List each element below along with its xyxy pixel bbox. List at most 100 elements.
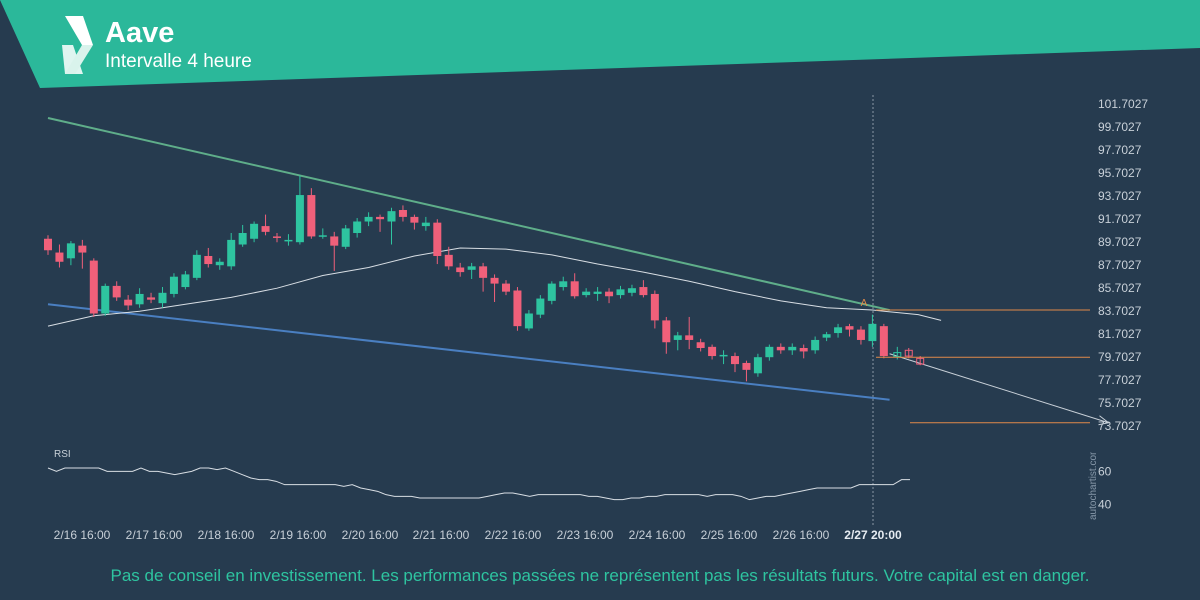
pattern-marker: A <box>861 298 868 309</box>
candle-down <box>456 267 465 273</box>
candle-up <box>192 254 201 278</box>
projection-arrow-head <box>1098 415 1110 426</box>
candle-down <box>330 236 339 246</box>
x-tick-label: 2/27 20:00 <box>844 528 902 542</box>
candle-down <box>147 297 156 300</box>
y-tick-label: 83.7027 <box>1098 304 1142 318</box>
x-tick-label: 2/24 16:00 <box>629 528 686 542</box>
rsi-tick-label: 40 <box>1098 498 1112 512</box>
x-tick-label: 2/17 16:00 <box>126 528 183 542</box>
candle-up <box>811 339 820 351</box>
candle-up <box>753 357 762 374</box>
y-tick-label: 75.7027 <box>1098 396 1142 410</box>
candle-up <box>765 346 774 358</box>
resistance-line <box>47 117 890 312</box>
candle-up <box>559 281 568 288</box>
interval-subtitle: Intervalle 4 heure <box>105 51 252 72</box>
instrument-title: Aave <box>105 17 175 49</box>
x-tick-label: 2/26 16:00 <box>773 528 830 542</box>
candle-up <box>421 222 430 227</box>
rsi-tick-label: 60 <box>1098 464 1112 478</box>
candle-up <box>673 335 682 340</box>
y-tick-label: 77.7027 <box>1098 373 1142 387</box>
candle-down <box>444 254 453 267</box>
x-tick-label: 2/19 16:00 <box>270 528 327 542</box>
autochartist-logo-icon <box>62 16 93 74</box>
candle-down <box>696 342 705 348</box>
price-axis: 101.7027 99.7027 97.7027 95.7027 93.7027 91.7… <box>1098 97 1148 433</box>
y-tick-label: 101.7027 <box>1098 97 1148 111</box>
candle-down <box>879 326 888 357</box>
candle-up <box>215 261 224 266</box>
x-tick-label: 2/23 16:00 <box>557 528 614 542</box>
candle-down <box>799 348 808 352</box>
candle-down <box>650 293 659 321</box>
y-tick-label: 87.7027 <box>1098 258 1142 272</box>
candle-down <box>856 329 865 340</box>
banner-shape <box>0 0 1200 88</box>
candle-down <box>433 222 442 256</box>
candle-down <box>261 226 270 232</box>
y-tick-label: 93.7027 <box>1098 189 1142 203</box>
candle-up <box>719 354 728 357</box>
candle-up <box>284 239 293 242</box>
candle-down <box>742 362 751 370</box>
rsi-line <box>47 467 910 501</box>
support-line <box>47 303 890 401</box>
candle-up <box>227 239 236 267</box>
watermark: autochartist.com <box>1088 452 1099 520</box>
candle-down <box>845 326 854 330</box>
candle-up <box>364 216 373 222</box>
y-tick-label: 85.7027 <box>1098 281 1142 295</box>
candle-up <box>341 228 350 247</box>
price-levels: A <box>861 298 1090 424</box>
candle-up <box>536 298 545 315</box>
candle-up <box>101 285 110 314</box>
candle-up <box>834 327 843 334</box>
rsi-panel: RSI 60 40 <box>47 449 1112 512</box>
candle-down <box>502 283 510 292</box>
candle-up <box>318 235 327 237</box>
candle-down <box>490 277 499 284</box>
candle-down <box>776 346 785 351</box>
candle-up <box>524 313 533 329</box>
y-tick-label: 99.7027 <box>1098 120 1142 134</box>
x-tick-label: 2/25 16:00 <box>701 528 758 542</box>
candle-down <box>89 260 98 314</box>
moving-average <box>47 247 942 327</box>
moving-average-line <box>47 247 942 327</box>
candle-up <box>822 334 831 338</box>
time-axis: 2/16 16:00 2/17 16:00 2/18 16:00 2/19 16:00… <box>54 528 902 542</box>
candle-down <box>570 281 579 297</box>
x-tick-label: 2/16 16:00 <box>54 528 111 542</box>
candle-down <box>731 356 739 365</box>
candle-up <box>467 266 476 270</box>
candle-down <box>44 238 52 251</box>
x-tick-label: 2/18 16:00 <box>198 528 255 542</box>
candle-up <box>593 291 602 294</box>
candle-down <box>410 216 419 223</box>
candle-up <box>582 291 591 296</box>
candle-up <box>868 323 877 342</box>
candle-down <box>273 236 281 238</box>
candle-up <box>181 274 190 288</box>
disclaimer-text: Pas de conseil en investissement. Les pe… <box>110 566 1090 585</box>
candle-down <box>662 320 671 343</box>
candle-down <box>112 285 121 298</box>
candle-up <box>250 223 259 239</box>
candle-up <box>788 346 797 351</box>
x-tick-label: 2/21 16:00 <box>413 528 470 542</box>
candle-up <box>627 288 636 293</box>
candle-down <box>204 256 213 265</box>
projection-arrow <box>889 353 1109 424</box>
candle-down <box>55 252 64 262</box>
candle-down <box>307 195 316 237</box>
x-tick-label: 2/20 16:00 <box>342 528 399 542</box>
candle-up <box>616 289 625 296</box>
candle-down <box>479 266 488 278</box>
candle-up <box>387 211 396 222</box>
candle-up <box>238 233 247 245</box>
candle-up <box>295 195 304 243</box>
candle-down <box>376 216 385 220</box>
